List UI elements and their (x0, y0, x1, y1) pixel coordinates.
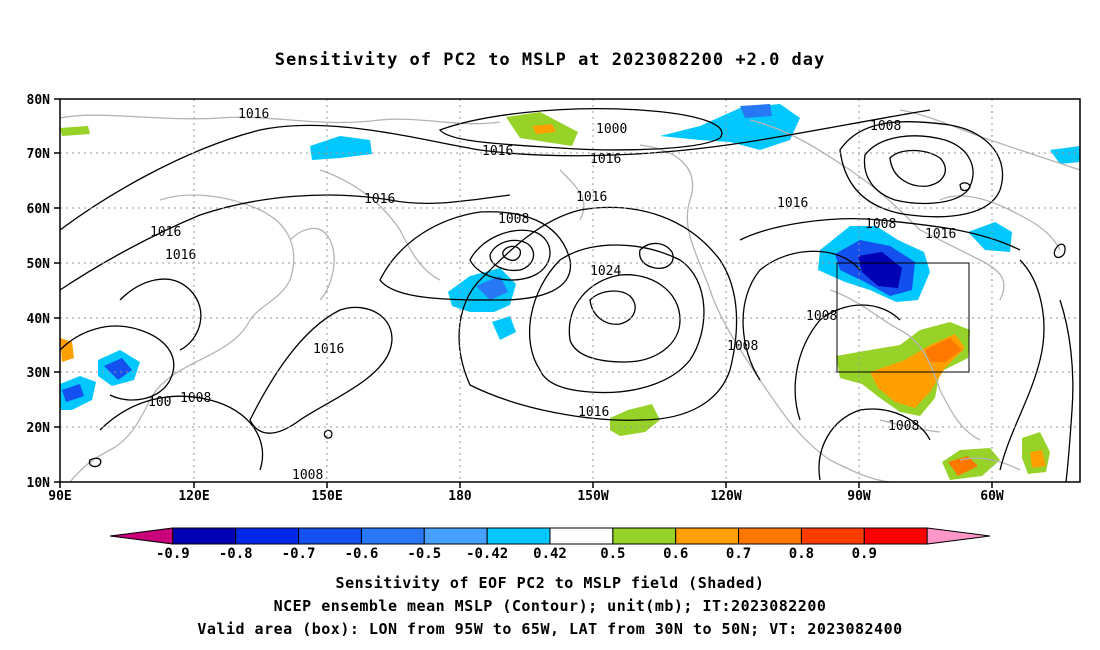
lat-label: 80N (27, 93, 51, 108)
shade-patch-positive (532, 124, 556, 134)
latitude-labels: 80N 70N 60N 50N 40N 30N 20N 10N (27, 93, 51, 491)
shade-patch-negative (476, 276, 508, 300)
contour-label: 1016 (313, 342, 344, 357)
longitude-labels: 90E 120E 150E 180 150W 120W 90W 60W (48, 489, 1004, 504)
colorbar-extend-high (926, 527, 991, 545)
colorbar-swatch (172, 527, 237, 545)
shade-patch-negative (858, 252, 902, 288)
caption-line-1: Sensitivity of EOF PC2 to MSLP field (Sh… (335, 574, 765, 592)
lon-label: 60W (980, 489, 1004, 504)
shade-patch-negative (492, 316, 516, 340)
shade-patch-positive (1030, 450, 1046, 468)
shade-patch-negative (968, 222, 1012, 252)
colorbar-label: -0.42 (466, 546, 508, 562)
contour-label: 1008 (865, 217, 896, 232)
shade-patch-positive (60, 126, 90, 136)
lon-label: 150W (577, 489, 608, 504)
contour-label: 1008 (870, 119, 901, 134)
shade-patch-negative (1050, 146, 1080, 164)
lat-label: 70N (27, 147, 51, 162)
contour-label: 100 (148, 395, 171, 410)
lon-label: 150E (311, 489, 342, 504)
lat-label: 10N (27, 476, 51, 491)
lat-label: 40N (27, 312, 51, 327)
colorbar-swatch (738, 527, 802, 545)
lon-label: 120W (710, 489, 741, 504)
axis-ticks (54, 98, 993, 488)
contour-labels: 1016 1016 1016 1016 1016 1016 1016 1016 … (148, 107, 956, 483)
colorbar-swatch (675, 527, 740, 545)
lat-label: 30N (27, 366, 51, 381)
coastlines (59, 109, 1081, 483)
colorbar-label: 0.9 (852, 546, 877, 562)
map-panel: 1016 1016 1016 1016 1016 1016 1016 1016 … (54, 98, 1081, 488)
colorbar-label: -0.6 (345, 546, 379, 562)
colorbar-swatch (863, 527, 928, 545)
colorbar-label: -0.5 (407, 546, 441, 562)
mslp-contours (59, 108, 1074, 483)
colorbar-swatch (612, 527, 677, 545)
contour-label: 1000 (596, 122, 627, 137)
colorbar-label: -0.7 (282, 546, 316, 562)
contour-label: 1016 (578, 405, 609, 420)
lon-label: 180 (448, 489, 472, 504)
shade-patch-negative (104, 358, 132, 380)
shade-patch-positive (925, 338, 962, 362)
colorbar: -0.9 -0.8 -0.7 -0.6 -0.5 -0.42 0.42 0.5 0.6 0.7 0.… (109, 527, 991, 562)
shade-patch-negative (62, 384, 84, 402)
caption-line-3: Valid area (box): LON from 95W to 65W, L… (197, 620, 903, 638)
colorbar-swatch (423, 527, 488, 545)
colorbar-label: 0.7 (726, 546, 751, 562)
contour-label: 1008 (888, 419, 919, 434)
shaded-sensitivity (60, 104, 1080, 480)
lon-label: 120E (178, 489, 209, 504)
colorbar-swatch (360, 527, 425, 545)
map-frame (59, 98, 1081, 483)
contour-label: 1008 (180, 391, 211, 406)
lat-label: 20N (27, 421, 51, 436)
lon-label: 90W (847, 489, 871, 504)
contour-label: 1016 (150, 225, 181, 240)
contour-label: 1016 (238, 107, 269, 122)
shade-patch-positive (60, 338, 74, 362)
contour-label: 1016 (165, 248, 196, 263)
contour-label: 1016 (576, 190, 607, 205)
contour-label: 1016 (777, 196, 808, 211)
colorbar-label: -0.8 (219, 546, 253, 562)
contour-label: 1016 (590, 152, 621, 167)
shade-patch-negative (310, 136, 372, 160)
colorbar-swatch (486, 527, 551, 545)
contour-label: 1016 (482, 144, 513, 159)
colorbar-label: 0.6 (663, 546, 688, 562)
valid-area-box (836, 262, 970, 373)
lat-label: 60N (27, 202, 51, 217)
contour-label: 1008 (727, 339, 758, 354)
colorbar-label: -0.9 (156, 546, 190, 562)
contour-label: 1008 (292, 468, 323, 483)
contour-label: 1016 (925, 227, 956, 242)
map-background (60, 99, 1080, 482)
lat-label: 50N (27, 257, 51, 272)
grid-lines (60, 99, 1080, 482)
colorbar-label: 0.42 (533, 546, 567, 562)
colorbar-swatch (235, 527, 300, 545)
shade-patch-negative (740, 104, 772, 118)
lon-label: 90E (48, 489, 71, 504)
shade-patch-positive (948, 456, 978, 476)
colorbar-swatch (800, 527, 865, 545)
contour-label: 1008 (498, 212, 529, 227)
caption-line-2: NCEP ensemble mean MSLP (Contour); unit(… (273, 597, 827, 615)
colorbar-swatch (549, 527, 614, 545)
colorbar-extend-low (109, 527, 174, 545)
map-title: Sensitivity of PC2 to MSLP at 2023082200… (274, 50, 826, 70)
colorbar-label: 0.8 (789, 546, 814, 562)
colorbar-label: 0.5 (600, 546, 625, 562)
colorbar-swatch (298, 527, 362, 545)
contour-label: 1024 (590, 264, 621, 279)
contour-label: 1016 (364, 192, 395, 207)
contour-label: 1008 (806, 309, 837, 324)
